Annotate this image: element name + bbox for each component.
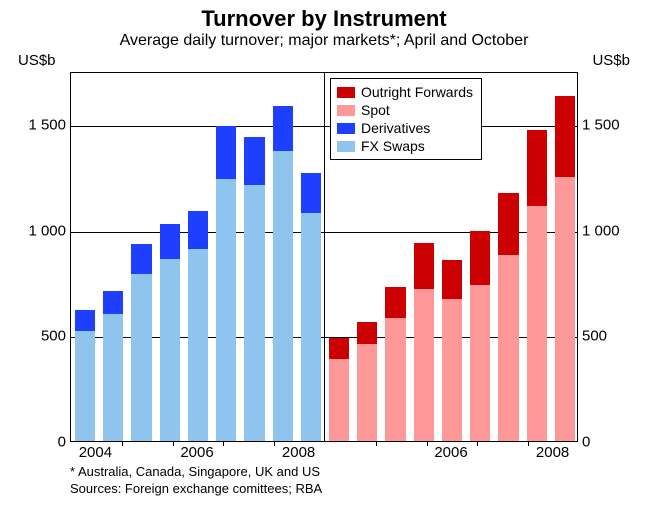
legend-label: FX Swaps: [361, 138, 425, 154]
y-tick-label: 0: [6, 434, 66, 451]
bar-segment: [131, 244, 151, 274]
x-tick-label: 2008: [282, 444, 315, 461]
y-tick-label: 500: [582, 328, 642, 345]
x-tick-label: 2006: [434, 444, 467, 461]
legend-label: Spot: [361, 102, 390, 118]
bar-segment: [103, 291, 123, 314]
bar-segment: [160, 259, 180, 441]
bar-segment: [188, 211, 208, 249]
bar-segment: [442, 260, 462, 299]
footnote-sources: Sources: Foreign exchange comittees; RBA: [70, 481, 322, 496]
bar-segment: [329, 359, 349, 441]
x-tick-label: 2004: [79, 444, 112, 461]
legend-item: Outright Forwards: [337, 83, 473, 101]
x-tick-label: 2006: [180, 444, 213, 461]
plot-area: [70, 72, 578, 442]
legend: Outright Forwards Spot Derivatives FX Swaps: [330, 78, 482, 160]
y-tick-label: 500: [6, 328, 66, 345]
y-tick-label: 1 500: [582, 116, 642, 133]
bar-segment: [301, 173, 321, 213]
y-tick-label: 1 000: [582, 222, 642, 239]
y-tick-label: 1 500: [6, 116, 66, 133]
y-tick-label: 1 000: [6, 222, 66, 239]
x-tick-label: 2008: [536, 444, 569, 461]
chart-subtitle: Average daily turnover; major markets*; …: [0, 32, 648, 50]
bar-segment: [329, 338, 349, 358]
bar-segment: [498, 193, 518, 255]
bar-segment: [75, 331, 95, 441]
bar-segment: [75, 310, 95, 331]
legend-swatch: [337, 141, 355, 152]
bar-segment: [442, 299, 462, 441]
legend-item: FX Swaps: [337, 137, 473, 155]
legend-swatch: [337, 123, 355, 134]
bar-segment: [103, 314, 123, 441]
bar-segment: [470, 285, 490, 441]
bar-segment: [273, 106, 293, 151]
bar-segment: [498, 255, 518, 441]
bar-segment: [357, 344, 377, 441]
legend-swatch: [337, 105, 355, 116]
bar-segment: [555, 177, 575, 441]
bar-segment: [527, 206, 547, 441]
legend-label: Derivatives: [361, 120, 430, 136]
bar-segment: [216, 126, 236, 179]
bar-segment: [188, 249, 208, 441]
y-tick-label: 0: [582, 434, 642, 451]
bar-segment: [216, 179, 236, 441]
bar-segment: [160, 224, 180, 259]
legend-label: Outright Forwards: [361, 84, 473, 100]
bar-segment: [470, 231, 490, 285]
bar-segment: [385, 318, 405, 441]
bar-segment: [301, 213, 321, 441]
legend-swatch: [337, 87, 355, 98]
bar-segment: [244, 137, 264, 186]
bar-segment: [244, 185, 264, 441]
y-axis-unit-right: US$b: [592, 52, 630, 69]
bar-segment: [273, 151, 293, 441]
chart-title: Turnover by Instrument: [0, 6, 648, 32]
bar-segment: [357, 322, 377, 344]
bar-segment: [527, 130, 547, 206]
legend-item: Derivatives: [337, 119, 473, 137]
panel-left: [71, 73, 324, 441]
bar-segment: [414, 243, 434, 288]
y-axis-unit-left: US$b: [18, 52, 56, 69]
bar-segment: [555, 96, 575, 176]
bar-segment: [385, 287, 405, 319]
bar-segment: [414, 289, 434, 441]
bar-segment: [131, 274, 151, 441]
chart-container: Turnover by Instrument Average daily tur…: [0, 0, 648, 509]
footnote-markets: * Australia, Canada, Singapore, UK and U…: [70, 464, 320, 479]
legend-item: Spot: [337, 101, 473, 119]
